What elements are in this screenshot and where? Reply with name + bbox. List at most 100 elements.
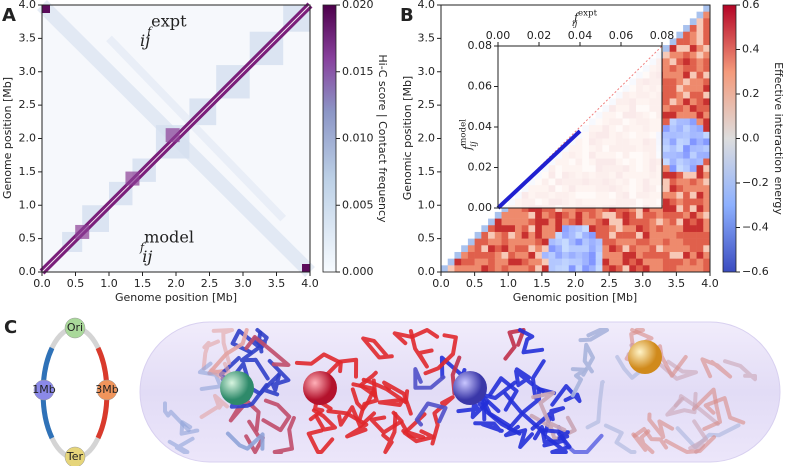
- chromosome-strand: [414, 401, 448, 427]
- heatmap-cell: [649, 245, 657, 253]
- heatmap-cell: [642, 265, 650, 273]
- heatmap-cell: [541, 231, 549, 239]
- heatmap-cell: [662, 191, 670, 199]
- heatmap-cell: [669, 38, 677, 46]
- heatmap-cell: [689, 158, 697, 166]
- math-label: fmodelij: [458, 119, 479, 151]
- x-tick-label: 1.5: [533, 277, 551, 290]
- heatmap-cell: [528, 205, 536, 213]
- heatmap-cell: [488, 231, 496, 239]
- heatmap-cell: [447, 265, 455, 273]
- ring-node: [96, 379, 118, 401]
- heatmap-cell: [622, 231, 630, 239]
- heatmap-cell: [548, 245, 556, 253]
- heatmap-cell: [622, 265, 630, 273]
- heatmap-cell: [629, 211, 637, 219]
- heatmap-cell: [454, 258, 462, 266]
- heatmap-cell: [622, 258, 630, 266]
- heatmap-cell: [568, 238, 576, 246]
- heatmap-cell: [494, 238, 502, 246]
- heatmap-cell: [514, 265, 522, 273]
- math-base: f: [139, 241, 146, 254]
- heatmap-cell: [636, 265, 644, 273]
- heatmap-cell: [447, 258, 455, 266]
- x-tick-label: 2.5: [600, 277, 618, 290]
- heatmap-cell: [676, 178, 684, 186]
- heatmap-cell: [689, 151, 697, 159]
- heatmap-cell: [683, 45, 691, 53]
- heatmap-cell: [696, 198, 704, 206]
- heatmap-cell: [689, 138, 697, 146]
- heatmap-cell: [595, 245, 603, 253]
- math-sub: ij: [140, 31, 150, 50]
- x-tick-label: 3.0: [234, 277, 252, 290]
- heatmap-cell: [696, 58, 704, 66]
- heatmap-cell: [568, 245, 576, 253]
- heatmap-cell: [562, 251, 570, 259]
- heatmap-cell: [521, 265, 529, 273]
- heatmap-cell: [622, 225, 630, 233]
- heatmap-cell: [609, 225, 617, 233]
- heatmap-cell: [676, 71, 684, 79]
- heatmap-cell: [494, 251, 502, 259]
- heatmap-cell: [676, 205, 684, 213]
- heatmap-cell: [676, 85, 684, 93]
- y-tick-label: 4.0: [19, 0, 37, 11]
- heatmap-cell: [521, 258, 529, 266]
- colorbar-tick-label: 0.4: [742, 43, 760, 56]
- heatmap-cell: [562, 218, 570, 226]
- heatmap-cell: [528, 265, 536, 273]
- heatmap-cell: [609, 211, 617, 219]
- chromosome-strand: [382, 380, 413, 416]
- heatmap-cell: [656, 265, 664, 273]
- heatmap-cell: [514, 245, 522, 253]
- chromosome-strand: [585, 380, 605, 430]
- heatmap-cell: [656, 211, 664, 219]
- chromosome-strand: [402, 412, 436, 444]
- chromosome-strand: [369, 410, 404, 435]
- heatmap-cell: [548, 258, 556, 266]
- heatmap-cell: [615, 265, 623, 273]
- heatmap-cell: [662, 98, 670, 106]
- heatmap-cell: [488, 251, 496, 259]
- y-tick-label: 0.5: [19, 232, 37, 245]
- heatmap-cell: [696, 185, 704, 193]
- heatmap-cell: [662, 78, 670, 86]
- heatmap-cell: [555, 225, 563, 233]
- heatmap-cell: [488, 238, 496, 246]
- heatmap-cell: [602, 251, 610, 259]
- heatmap-cell: [615, 231, 623, 239]
- heatmap-cell: [656, 238, 664, 246]
- heatmap-cell: [696, 111, 704, 119]
- heatmap-cell: [582, 251, 590, 259]
- heatmap-cell: [535, 225, 543, 233]
- heatmap-cell: [514, 205, 522, 213]
- chromosome-strand: [225, 431, 265, 451]
- heatmap-cell: [703, 25, 711, 32]
- heatmap-cell: [501, 211, 509, 219]
- chromosome-strand: [664, 435, 716, 454]
- heatmap-cell: [703, 171, 711, 179]
- heatmap-cell: [703, 138, 711, 146]
- heatmap-cell: [676, 31, 684, 39]
- colorbar-tick-label: 0.015: [342, 65, 374, 78]
- heatmap-cell: [696, 251, 704, 259]
- heatmap-cell: [703, 118, 711, 126]
- heatmap-cell: [703, 98, 711, 106]
- heatmap-cell: [629, 251, 637, 259]
- panel-letter: B: [400, 5, 414, 26]
- heatmap-cell: [602, 238, 610, 246]
- heatmap-cell: [676, 98, 684, 106]
- heatmap-cell: [662, 45, 670, 53]
- chromosome-strand: [703, 396, 746, 425]
- heatmap-cell: [669, 151, 677, 159]
- heatmap-cell: [703, 78, 711, 86]
- heatmap-cell: [501, 258, 509, 266]
- chromosome-strand: [578, 328, 609, 343]
- heatmap-cell: [514, 231, 522, 239]
- heatmap-cell: [676, 225, 684, 233]
- heatmap-cell: [588, 265, 596, 273]
- heatmap-cell: [528, 238, 536, 246]
- colorbar-tick-label: 0.0: [742, 132, 760, 145]
- heatmap-cell: [669, 245, 677, 253]
